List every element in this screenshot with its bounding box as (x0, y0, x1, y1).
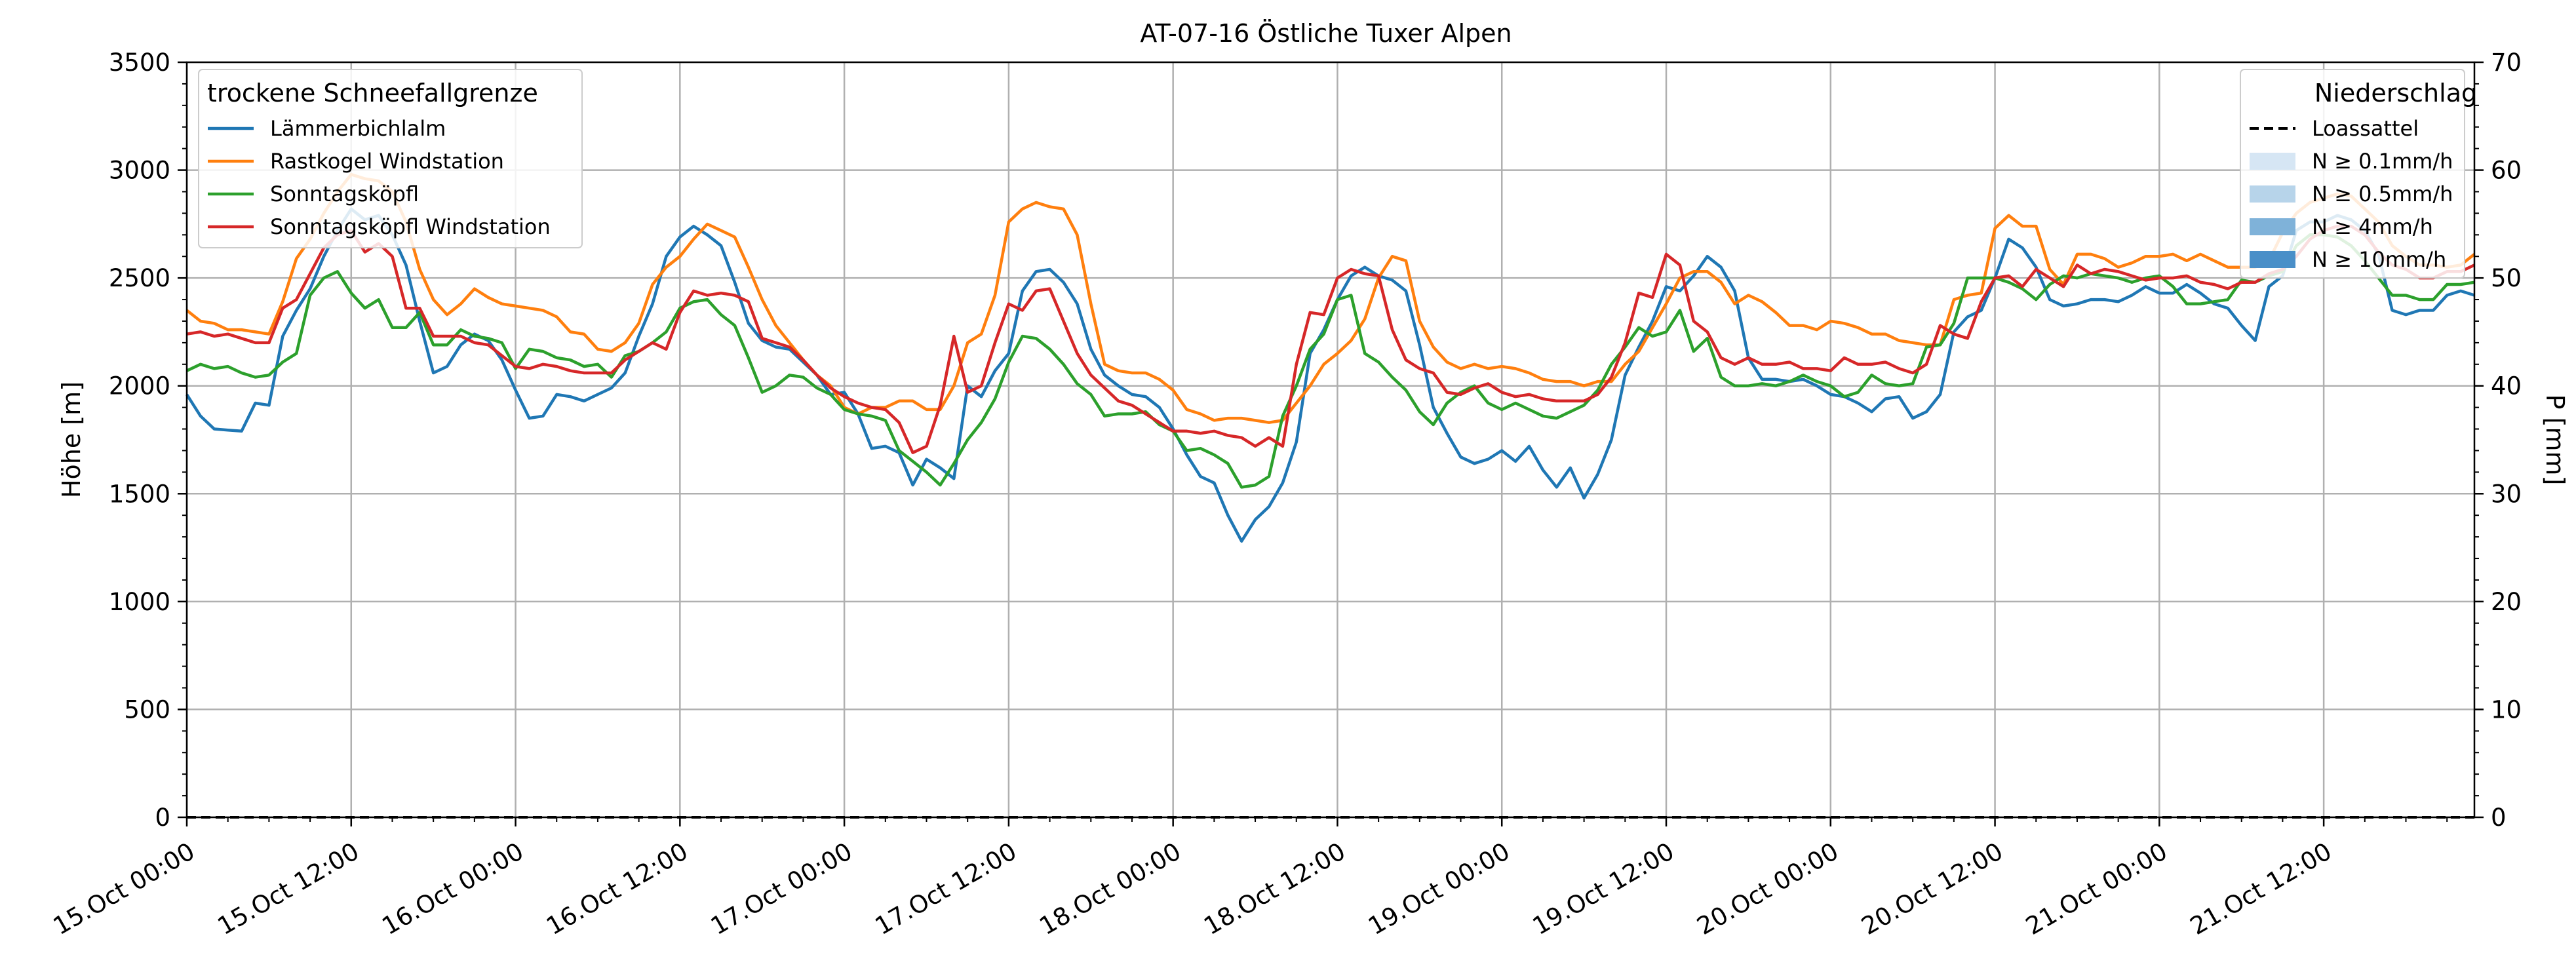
legend-series-entries: Lämmerbichlalm Rastkogel Windstation Sonnt… (208, 116, 551, 239)
series-line (185, 207, 2475, 543)
legend-precipitation-entries: Loassattel N ≥ 0.1mm/h N ≥ 0.5mm/h N ≥ 4mm/… (2250, 116, 2453, 272)
y-tick-label: 2000 (109, 372, 170, 400)
x-tick-label: 19.Oct 12:00 (1528, 837, 1679, 941)
y-tick-label: 0 (155, 804, 170, 832)
y-axis-right: 0 10 20 30 40 50 60 70 (2474, 48, 2522, 832)
legend-precipitation-label: N ≥ 10mm/h (2312, 247, 2446, 272)
legend-series-title: trockene Schneefallgrenze (207, 79, 538, 107)
x-tick-label: 19.Oct 00:00 (1363, 837, 1514, 941)
y-axis-label: Höhe [m] (57, 381, 86, 498)
y-tick-label: 1000 (109, 588, 170, 616)
legend-series-label: Sonntagsköpfl (270, 182, 419, 206)
y2-tick-label: 30 (2491, 480, 2522, 508)
legend-precipitation-label: Loassattel (2312, 116, 2419, 141)
x-tick-label: 18.Oct 12:00 (1199, 837, 1350, 941)
y-tick-label: 3500 (109, 48, 170, 77)
series-line (186, 233, 2475, 489)
x-tick-label: 21.Oct 12:00 (2185, 837, 2336, 941)
x-axis: 15.Oct 00:00 15.Oct 12:00 16.Oct 00:00 16.O… (49, 817, 2448, 941)
x-tick-label: 16.Oct 00:00 (377, 837, 528, 941)
x-tick-label: 17.Oct 00:00 (706, 837, 857, 941)
legend-series-label: Rastkogel Windstation (270, 149, 504, 174)
y2-tick-label: 50 (2491, 264, 2522, 292)
legend-precipitation-label: N ≥ 0.1mm/h (2312, 149, 2453, 174)
series-group (185, 172, 2476, 543)
legend-precipitation-swatch (2250, 185, 2295, 203)
legend-precipitation-swatch (2250, 218, 2295, 235)
y2-tick-label: 70 (2491, 48, 2522, 77)
legend-series-label: Sonntagsköpfl Windstation (270, 214, 551, 239)
y2-tick-label: 40 (2491, 372, 2522, 400)
x-tick-label: 15.Oct 00:00 (49, 837, 199, 941)
legend-precipitation-title: Niederschlag (2314, 79, 2477, 107)
x-tick-label: 21.Oct 00:00 (2021, 837, 2172, 941)
y-tick-label: 3000 (109, 157, 170, 185)
y-tick-label: 500 (124, 695, 170, 724)
y-tick-label: 1500 (109, 480, 170, 508)
x-tick-label: 20.Oct 00:00 (1692, 837, 1843, 941)
legend-series-box (198, 69, 583, 248)
legend-precipitation-swatch (2250, 251, 2295, 268)
plot-frame (185, 61, 2476, 819)
y2-tick-label: 20 (2491, 588, 2522, 616)
legend-precipitation-label: N ≥ 4mm/h (2312, 214, 2433, 239)
x-tick-label: 16.Oct 12:00 (541, 837, 692, 941)
y2-tick-label: 10 (2491, 695, 2522, 724)
y-tick-label: 2500 (109, 264, 170, 292)
x-tick-label: 17.Oct 12:00 (870, 837, 1021, 941)
x-tick-label: 18.Oct 00:00 (1035, 837, 1186, 941)
legend-series: trockene Schneefallgrenze Lämmerbichlalm… (198, 69, 583, 248)
x-tick-label: 15.Oct 12:00 (213, 837, 364, 941)
grid (185, 61, 2474, 819)
legend-precipitation-box (2240, 69, 2465, 279)
x-tick-label: 20.Oct 12:00 (1856, 837, 2007, 941)
chart-title: AT-07-16 Östliche Tuxer Alpen (1140, 19, 1512, 48)
y2-axis-label: P [mm] (2541, 395, 2569, 486)
legend-precipitation-swatch (2250, 153, 2295, 170)
y-axis-left: 0 500 1000 1500 2000 2500 3000 3500 (109, 48, 187, 832)
y2-tick-label: 60 (2491, 157, 2522, 185)
y2-tick-label: 0 (2491, 804, 2507, 832)
legend-series-label: Lämmerbichlalm (270, 116, 446, 141)
series-line (186, 224, 2475, 454)
legend-precipitation-label: N ≥ 0.5mm/h (2312, 182, 2453, 206)
legend-precipitation: Niederschlag Loassattel N ≥ 0.1mm/h N ≥ 0.… (2240, 69, 2477, 279)
series-line (185, 172, 2476, 424)
